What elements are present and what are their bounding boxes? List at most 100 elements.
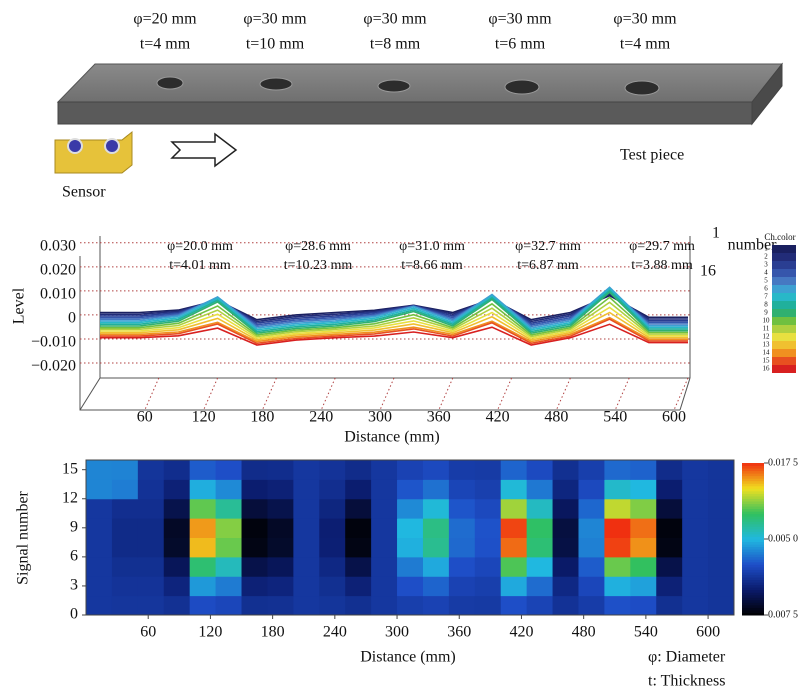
legend-label: 4 (764, 269, 768, 277)
x-tick-label: 600 (662, 409, 686, 426)
heat-cell (422, 479, 450, 500)
heat-cell (111, 556, 139, 577)
colorbar-step (742, 506, 764, 510)
heat-cell (215, 518, 243, 538)
hole-diameter: φ=20 mm (133, 11, 197, 28)
heat-cell (319, 537, 346, 558)
heat-cell (656, 518, 683, 538)
colorbar-step (742, 511, 764, 515)
colorbar-step (742, 521, 764, 525)
annotation: φ=29.7 mm (629, 239, 695, 254)
annotation: t=8.66 mm (401, 258, 463, 273)
heat-cell (578, 556, 605, 577)
x-tick-label: 480 (572, 624, 596, 641)
heat-cell (189, 479, 217, 500)
heat-cell (111, 576, 139, 597)
x-tick-label: 300 (368, 409, 392, 426)
heat-cell (111, 498, 139, 519)
heat-cell (682, 498, 709, 519)
heat-cell (397, 537, 424, 558)
heat-cell (552, 556, 579, 577)
heat-cell (708, 576, 735, 597)
y-tick-label: 0.010 (40, 286, 76, 303)
heat-cell (630, 595, 657, 616)
heat-cell (137, 595, 165, 616)
colorbar-step (742, 546, 764, 550)
heat-cell (500, 479, 528, 500)
note-thickness: t: Thickness (648, 673, 725, 690)
heat-cell (215, 537, 243, 558)
colorbar-step (742, 612, 764, 616)
heat-cell (267, 576, 294, 597)
hole (504, 79, 540, 95)
colorbar-step (742, 516, 764, 520)
heat-cell (474, 460, 502, 480)
heat-cell (137, 518, 165, 538)
colorbar-step (742, 495, 764, 499)
heat-cell (137, 556, 165, 577)
heat-cell (656, 595, 683, 616)
legend-swatch (772, 309, 796, 317)
hole-diameter: φ=30 mm (613, 11, 677, 28)
colorbar-step (742, 483, 764, 487)
heat-cell (604, 518, 631, 538)
heat-cell (552, 537, 579, 558)
grid-line (379, 377, 395, 411)
heat-cell (708, 460, 735, 480)
heat-cell (500, 518, 528, 538)
heat-cell (500, 498, 528, 519)
colorbar-step (742, 559, 764, 563)
colorbar-step (742, 508, 764, 512)
heat-cell (397, 460, 424, 480)
hole (624, 80, 660, 96)
frame-edge (79, 377, 101, 411)
heat-cell (630, 460, 657, 480)
colorbar-step (742, 599, 764, 603)
legend-label: 5 (764, 277, 768, 285)
heat-cell (604, 556, 631, 577)
heat-cell (319, 498, 346, 519)
legend-label: 6 (764, 285, 768, 293)
heat-cell (163, 556, 191, 577)
y-tick-label: 15 (62, 460, 78, 477)
heat-cell (319, 576, 346, 597)
heat-cell (422, 460, 450, 480)
grid-line (555, 377, 571, 411)
grid-line (438, 377, 454, 411)
heat-cell (163, 518, 191, 538)
heat-cell (293, 479, 320, 500)
heat-cell (682, 576, 709, 597)
heat-cell (656, 460, 683, 480)
heat-cell (630, 556, 657, 577)
heat-cell (474, 595, 502, 616)
legend-label: 2 (764, 253, 768, 261)
x-tick-label: 360 (447, 624, 471, 641)
legend-swatch (772, 341, 796, 349)
colorbar-step (742, 561, 764, 565)
y-tick-label: 6 (70, 548, 78, 565)
colorbar-step (742, 584, 764, 588)
heat-cell (163, 460, 191, 480)
heat-cell (86, 479, 113, 500)
legend-swatch (772, 269, 796, 277)
heat-cell (137, 498, 165, 519)
heat-cell (111, 479, 139, 500)
heat-cell (708, 537, 735, 558)
heat-cell (189, 537, 217, 558)
heat-cell (215, 498, 243, 519)
legend-swatch (772, 317, 796, 325)
colorbar-step (742, 536, 764, 540)
heat-cell (578, 518, 605, 538)
annotation: φ=20.0 mm (167, 239, 233, 254)
heat-cell (267, 595, 294, 616)
grid-line (203, 377, 219, 411)
legend-swatch (772, 349, 796, 357)
colorbar-step (742, 551, 764, 555)
colorbar-step (742, 564, 764, 568)
colorbar-step (742, 518, 764, 522)
heat-cell (397, 479, 424, 500)
heat-cell (448, 556, 476, 577)
heat-cell (682, 537, 709, 558)
heat-cell (682, 460, 709, 480)
legend-label: 10 (763, 317, 771, 325)
